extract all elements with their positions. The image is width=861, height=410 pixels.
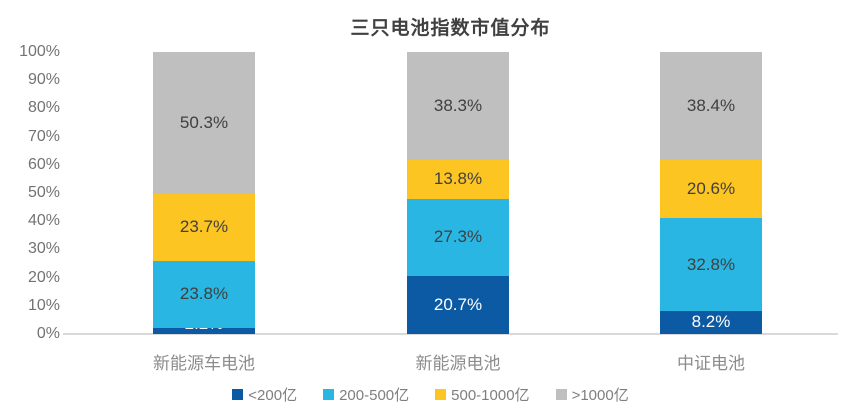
chart-title: 三只电池指数市值分布 — [350, 18, 551, 39]
legend-swatch-icon — [555, 389, 567, 400]
bar-segment: 20.7% — [407, 275, 509, 334]
bar-segment: 20.6% — [660, 160, 762, 219]
bar-segment: 38.4% — [660, 52, 762, 161]
legend-item: >1000亿 — [555, 384, 629, 405]
bar-segment-label: 38.3% — [433, 95, 483, 115]
legend: <200亿 200-500亿 500-1000亿 >1000亿 — [0, 384, 861, 405]
legend-label: <200亿 — [248, 387, 298, 404]
y-tick-label: 0% — [36, 325, 60, 342]
y-tick-label: 60% — [27, 155, 60, 173]
bar-segment: 13.8% — [407, 159, 509, 199]
y-tick-label: 10% — [27, 296, 60, 314]
bar-segment-label: 20.6% — [686, 179, 736, 199]
bar-segment: 38.3% — [407, 51, 509, 160]
bar-segment: 2.2% — [153, 314, 255, 334]
y-tick-label: 90% — [27, 71, 60, 89]
y-tick-label: 70% — [27, 127, 60, 145]
legend-item: <200亿 — [232, 384, 297, 405]
legend-swatch-icon — [232, 389, 244, 400]
bar-segment-label: 20.7% — [433, 294, 483, 314]
y-tick-label: 30% — [27, 240, 60, 258]
x-axis-line — [63, 333, 838, 335]
bar-segment: 23.7% — [153, 193, 255, 261]
legend-label: 500-1000亿 — [451, 387, 530, 404]
bar-segment: 50.3% — [153, 52, 255, 194]
bar-segment: 23.8% — [153, 260, 255, 328]
legend-item: 500-1000亿 — [435, 384, 530, 405]
legend-swatch-icon — [323, 389, 335, 400]
y-tick-label: 20% — [27, 268, 60, 286]
bar-segment-label: 8.2% — [691, 312, 731, 332]
bar-segment-label: 32.8% — [686, 254, 736, 274]
bar-segment-label: 27.3% — [433, 227, 483, 247]
y-tick-label: 40% — [27, 212, 60, 230]
legend-label: >1000亿 — [571, 387, 629, 404]
y-tick-label: 50% — [27, 184, 60, 201]
category-label: 新能源电池 — [415, 354, 501, 373]
bar-segment-label: 50.3% — [179, 112, 229, 132]
category-label: 新能源车电池 — [153, 354, 255, 373]
legend-item: 200-500亿 — [323, 384, 409, 405]
y-tick-label: 100% — [19, 43, 60, 60]
bar-segment-label: 38.4% — [686, 96, 736, 116]
bar-segment-label: 23.7% — [179, 217, 229, 237]
legend-label: 200-500亿 — [339, 387, 410, 404]
y-tick-label: 80% — [27, 99, 60, 117]
category-label: 中证电池 — [677, 354, 745, 373]
bar-segment: 32.8% — [660, 218, 762, 311]
bar-segment: 8.2% — [660, 310, 762, 334]
bar-segment-label: 13.8% — [433, 169, 483, 189]
bar-segment: 27.3% — [407, 198, 509, 276]
bar-segment-label: 23.8% — [179, 284, 229, 304]
legend-swatch-icon — [435, 389, 447, 400]
